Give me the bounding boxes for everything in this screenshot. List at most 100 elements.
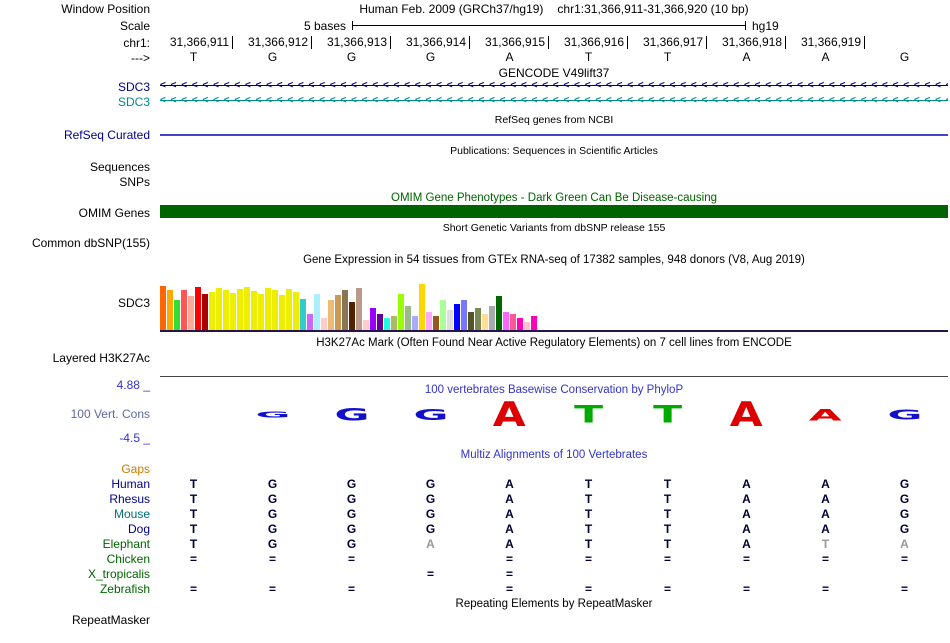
refseq-line[interactable] xyxy=(160,134,948,136)
gtex-bar[interactable] xyxy=(202,294,208,330)
gtex-gene-label[interactable]: SDC3 xyxy=(117,296,150,310)
species-label[interactable]: Gaps xyxy=(121,462,150,476)
species-label[interactable]: Chicken xyxy=(106,552,150,566)
gtex-bar[interactable] xyxy=(419,284,425,330)
alignment-row[interactable]: Human T G G G A T T A A G xyxy=(0,477,950,492)
gtex-bars[interactable] xyxy=(160,270,538,330)
refseq-curated-label[interactable]: RefSeq Curated xyxy=(63,128,150,142)
gencode-title[interactable]: GENCODE V49lift37 xyxy=(498,66,610,80)
gtex-bar[interactable] xyxy=(342,290,348,330)
snps-label[interactable]: SNPs xyxy=(119,175,150,189)
gtex-bar[interactable] xyxy=(356,288,362,330)
gtex-bar[interactable] xyxy=(510,314,516,330)
gtex-bar[interactable] xyxy=(286,289,292,330)
gtex-bar[interactable] xyxy=(440,300,446,330)
gtex-bar[interactable] xyxy=(384,318,390,330)
gtex-bar[interactable] xyxy=(251,291,257,330)
species-label[interactable]: Mouse xyxy=(113,507,150,521)
gene-arrow-line[interactable]: < < < < < < < < < < < < < < < < < < < < … xyxy=(160,95,948,107)
gtex-bar[interactable] xyxy=(244,287,250,330)
phylop-track-label[interactable]: 100 Vert. Cons xyxy=(70,407,150,421)
gtex-bar[interactable] xyxy=(174,300,180,330)
gtex-bar[interactable] xyxy=(433,316,439,330)
publications-title[interactable]: Publications: Sequences in Scientific Ar… xyxy=(450,145,658,157)
gtex-bar[interactable] xyxy=(237,289,243,330)
h3k27ac-label[interactable]: Layered H3K27Ac xyxy=(52,351,150,365)
dbsnp-title[interactable]: Short Genetic Variants from dbSNP releas… xyxy=(442,222,666,234)
gtex-bar[interactable] xyxy=(216,288,222,330)
gtex-bar[interactable] xyxy=(426,312,432,330)
common-dbsnp-label[interactable]: Common dbSNP(155) xyxy=(31,236,150,250)
gtex-bar[interactable] xyxy=(181,290,187,330)
gtex-bar[interactable] xyxy=(524,322,530,330)
gtex-bar[interactable] xyxy=(475,308,481,330)
gtex-bar[interactable] xyxy=(230,293,236,330)
gtex-bar[interactable] xyxy=(489,306,495,330)
gtex-bar[interactable] xyxy=(447,310,453,330)
gtex-bar[interactable] xyxy=(167,290,173,330)
omim-genes-label[interactable]: OMIM Genes xyxy=(78,206,150,220)
repeatmasker-label[interactable]: RepeatMasker xyxy=(71,613,150,627)
gtex-bar[interactable] xyxy=(160,286,166,330)
species-label[interactable]: Dog xyxy=(127,522,150,536)
species-label[interactable]: Elephant xyxy=(102,537,150,551)
gtex-bar[interactable] xyxy=(293,292,299,330)
gtex-bar[interactable] xyxy=(223,290,229,330)
gtex-bar[interactable] xyxy=(349,302,355,330)
species-label[interactable]: X_tropicalis xyxy=(87,567,150,581)
gtex-bar[interactable] xyxy=(482,314,488,330)
gtex-bar[interactable] xyxy=(195,287,201,330)
gtex-bar[interactable] xyxy=(370,308,376,330)
alignment-row[interactable]: Gaps xyxy=(0,462,950,477)
gtex-bar[interactable] xyxy=(531,316,537,330)
gtex-bar[interactable] xyxy=(377,314,383,330)
gtex-bar[interactable] xyxy=(517,318,523,330)
gtex-bar[interactable] xyxy=(209,292,215,330)
alignment-row[interactable]: X_tropicalis = = xyxy=(0,567,950,582)
gtex-bar[interactable] xyxy=(272,290,278,330)
gtex-bar[interactable] xyxy=(328,300,334,330)
gtex-bar[interactable] xyxy=(412,316,418,330)
refseq-note[interactable]: RefSeq genes from NCBI xyxy=(494,114,614,126)
gtex-bar[interactable] xyxy=(258,294,264,330)
gtex-bar[interactable] xyxy=(188,296,194,330)
gene-track-label[interactable]: SDC3 xyxy=(117,95,150,109)
h3k27ac-title[interactable]: H3K27Ac Mark (Often Found Near Active Re… xyxy=(316,337,792,349)
gtex-bar[interactable] xyxy=(363,320,369,330)
alignment-row[interactable]: Dog T G G G A T T A A G xyxy=(0,522,950,537)
species-label[interactable]: Human xyxy=(111,477,150,491)
gene-arrow-line[interactable]: < < < < < < < < < < < < < < < < < < < < … xyxy=(160,80,948,92)
alignment-row[interactable]: Zebrafish = = = = = = = = = xyxy=(0,582,950,597)
species-label[interactable]: Rhesus xyxy=(109,492,150,506)
phylop-title[interactable]: 100 vertebrates Basewise Conservation by… xyxy=(424,384,684,396)
gtex-bar[interactable] xyxy=(461,300,467,330)
omim-title[interactable]: OMIM Gene Phenotypes - Dark Green Can Be… xyxy=(391,192,717,204)
gtex-bar[interactable] xyxy=(391,316,397,330)
multiz-title[interactable]: Multiz Alignments of 100 Vertebrates xyxy=(460,449,648,461)
gtex-bar[interactable] xyxy=(307,314,313,330)
gtex-bar[interactable] xyxy=(300,299,306,330)
alignment-row[interactable]: Chicken = = = = = = = = = xyxy=(0,552,950,567)
alignment-row[interactable]: Rhesus T G G G A T T A A G xyxy=(0,492,950,507)
species-label[interactable]: Zebrafish xyxy=(99,582,150,596)
alignment-row[interactable]: Elephant T G G A A T T A T A xyxy=(0,537,950,552)
gtex-bar[interactable] xyxy=(496,296,502,330)
alignment-base xyxy=(628,567,707,582)
repeatmasker-title[interactable]: Repeating Elements by RepeatMasker xyxy=(455,598,653,610)
gtex-bar[interactable] xyxy=(335,295,341,330)
gtex-bar[interactable] xyxy=(321,318,327,330)
sequences-label[interactable]: Sequences xyxy=(89,160,150,174)
gtex-bar[interactable] xyxy=(398,294,404,330)
gtex-bar[interactable] xyxy=(314,294,320,330)
gtex-bar[interactable] xyxy=(279,295,285,330)
alignment-row[interactable]: Mouse T G G G A T T A A G xyxy=(0,507,950,522)
gtex-bar[interactable] xyxy=(454,304,460,330)
gtex-bar[interactable] xyxy=(405,306,411,330)
gene-track-label[interactable]: SDC3 xyxy=(117,80,150,94)
gtex-bar[interactable] xyxy=(265,288,271,330)
gtex-bar[interactable] xyxy=(468,312,474,330)
gtex-bar[interactable] xyxy=(503,312,509,330)
omim-gene-bar[interactable] xyxy=(160,205,948,218)
gtex-title[interactable]: Gene Expression in 54 tissues from GTEx … xyxy=(303,254,805,266)
